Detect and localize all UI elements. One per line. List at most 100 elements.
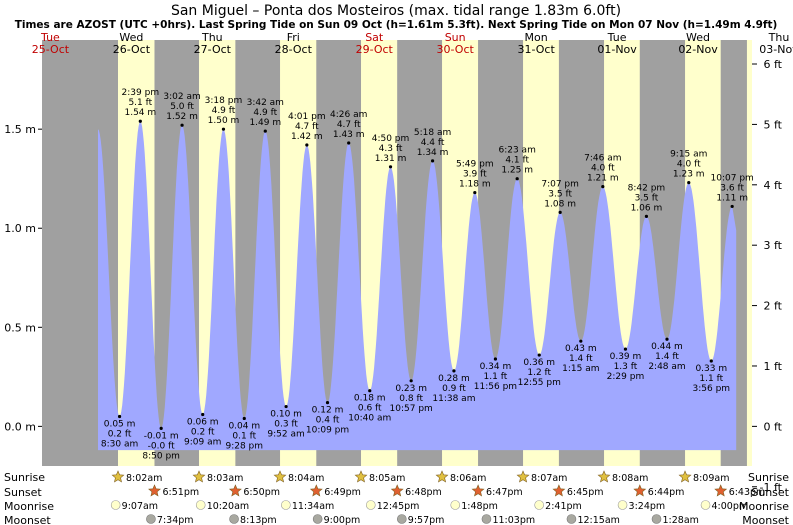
sunset-icon: [714, 484, 728, 497]
tide-point-28: [687, 181, 691, 185]
tide-label-21: 12:55 pm: [518, 378, 561, 388]
tide-point-5: [201, 412, 205, 417]
sunrise-time-0: 8:02am: [126, 473, 162, 484]
tide-label-10: 4:01 pm: [288, 112, 326, 122]
tide-point-13: [368, 389, 372, 393]
moonrise-icon: [617, 500, 628, 510]
sunrise-icon: [111, 470, 125, 483]
sunset-icon: [633, 484, 647, 497]
moonrise-time-5: 2:41pm: [545, 501, 582, 512]
sunrise-time-3: 8:05am: [369, 473, 405, 484]
tide-label-16: 5:18 am: [414, 128, 451, 138]
moonrise-icon: [110, 500, 121, 510]
y-tick-m: 1.0 m: [4, 222, 36, 235]
moonset-time-6: 1:28am: [663, 515, 699, 525]
moonrise-icon: [281, 500, 291, 510]
sunset-icon: [390, 484, 404, 497]
tide-label-15: 10:57 pm: [390, 404, 433, 414]
tide-point-15: [409, 379, 413, 383]
tide-label-3: 8:50 pm: [142, 451, 180, 461]
tide-label-20: 1.25 m: [501, 166, 533, 176]
tide-label-11: 0.4 ft: [316, 416, 340, 426]
day-date-8: 02-Nov: [678, 43, 718, 56]
tide-label-5: 0.06 m: [187, 417, 219, 427]
tide-label-21: 0.36 m: [523, 358, 555, 368]
tide-label-30: 10:07 pm: [711, 173, 754, 183]
sunrise-time-1: 8:03am: [207, 473, 243, 484]
tide-label-2: 1.54 m: [124, 108, 156, 118]
tide-label-28: 9:15 am: [670, 150, 707, 160]
y-tick-ft: 6 ft: [764, 58, 783, 71]
day-name-7: Tue: [607, 31, 627, 44]
sunrise-time-5: 8:07am: [531, 473, 567, 484]
tide-point-22: [558, 210, 562, 214]
tide-label-2: 5.1 ft: [128, 98, 152, 108]
moonset-time-3: 9:57pm: [408, 515, 445, 525]
tide-label-12: 4.7 ft: [337, 120, 361, 130]
day-date-1: 26-Oct: [113, 43, 151, 56]
tide-label-23: 1.4 ft: [569, 354, 593, 364]
tide-label-28: 1.23 m: [673, 170, 705, 180]
sunrise-row-label-right: Sunrise: [748, 471, 789, 484]
tide-label-27: 0.44 m: [651, 342, 683, 352]
tide-label-22: 7:07 pm: [541, 179, 579, 189]
tide-point-20: [515, 177, 519, 181]
tide-label-8: 4.9 ft: [253, 108, 277, 118]
moonrise-time-1: 10:20am: [207, 501, 249, 512]
y-tick-m: 0.0 m: [4, 420, 36, 433]
tide-label-13: 0.6 ft: [358, 404, 382, 414]
tide-label-10: 1.42 m: [291, 132, 323, 142]
moonset-time-5: 12:15am: [577, 515, 619, 525]
tide-label-10: 4.7 ft: [295, 122, 319, 132]
tide-label-20: 4.1 ft: [505, 156, 529, 166]
day-date-3: 28-Oct: [275, 43, 313, 56]
moonrise-time-6: 3:24pm: [629, 501, 666, 512]
tide-label-14: 4:50 pm: [372, 134, 410, 144]
sunset-icon: [471, 484, 485, 497]
moonrise-time-7: 4:00pm: [712, 501, 749, 512]
tide-label-22: 1.08 m: [544, 199, 576, 209]
day-name-8: Wed: [686, 31, 710, 44]
tide-label-18: 1.18 m: [459, 180, 491, 190]
tide-label-25: 2:29 pm: [607, 372, 645, 382]
tide-label-9: 9:52 am: [267, 430, 304, 440]
sunrise-icon: [597, 470, 611, 483]
tide-point-8: [263, 129, 267, 133]
tide-area: [98, 121, 737, 451]
tide-label-24: 7:46 am: [584, 154, 621, 164]
tide-label-29: 0.33 m: [695, 364, 727, 374]
tide-label-16: 4.4 ft: [421, 138, 445, 148]
tide-point-17: [452, 369, 456, 373]
moonset-icon: [312, 514, 323, 524]
sunset-time-7: 6:43pm: [729, 487, 766, 498]
sunrise-time-2: 8:04am: [288, 473, 324, 484]
moonset-icon: [566, 514, 577, 524]
sunset-time-2: 6:49pm: [324, 487, 361, 498]
tide-point-29: [709, 359, 713, 363]
moonrise-icon: [365, 500, 376, 510]
moonrise-time-4: 1:48pm: [461, 501, 498, 512]
tide-label-7: 9:28 pm: [225, 441, 263, 451]
tide-label-20: 6:23 am: [498, 146, 535, 156]
tide-label-3: -0.0 ft: [148, 441, 175, 451]
sunrise-time-7: 8:09am: [693, 473, 729, 484]
moonrise-row-label-right: Moonrise: [739, 500, 789, 513]
chart-title: San Miguel – Ponta dos Mosteiros (max. t…: [171, 3, 621, 19]
day-name-9: Thu: [768, 31, 790, 44]
sunrise-icon: [678, 470, 692, 483]
tide-label-22: 3.5 ft: [548, 189, 572, 199]
tide-label-30: 1.11 m: [716, 193, 748, 203]
moonrise-icon: [534, 500, 544, 510]
y-tick-ft: 4 ft: [764, 179, 783, 192]
tide-label-18: 3.9 ft: [463, 170, 487, 180]
tide-label-1: 0.2 ft: [108, 429, 132, 439]
tide-label-14: 4.3 ft: [379, 144, 403, 154]
tide-label-29: 1.1 ft: [699, 374, 723, 384]
y-tick-ft: 0 ft: [764, 420, 783, 433]
sunrise-icon: [516, 470, 530, 483]
day-name-6: Mon: [525, 31, 548, 44]
tide-point-3: [159, 426, 163, 430]
tide-point-30: [730, 204, 734, 209]
tide-point-19: [493, 357, 498, 361]
